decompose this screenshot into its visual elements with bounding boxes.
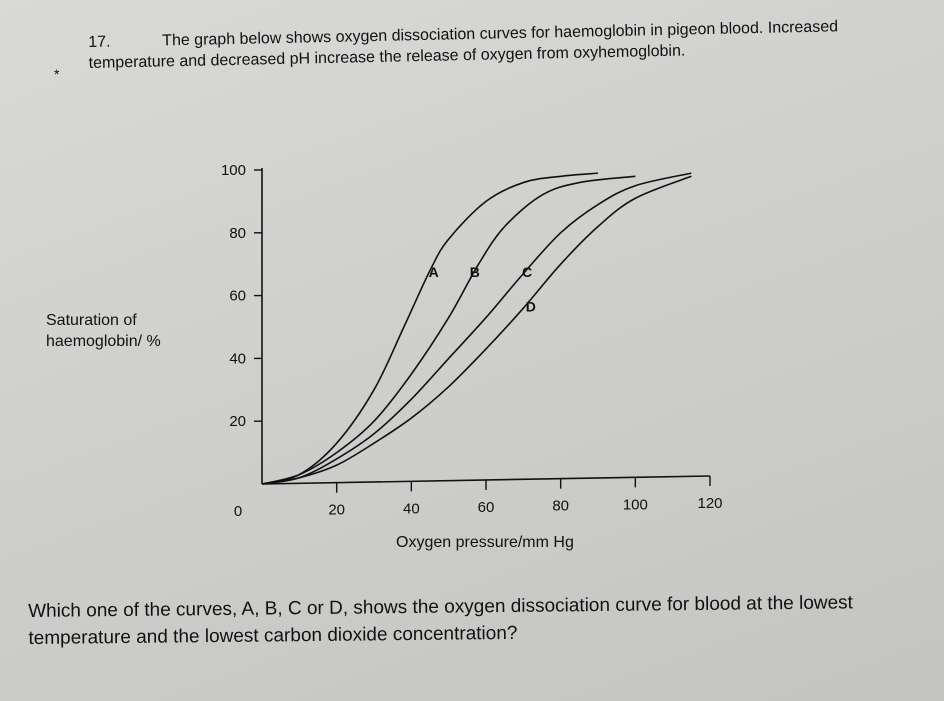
curve-label-B: B (470, 264, 480, 280)
x-tick-label-100: 100 (623, 496, 648, 513)
x-tick-label-120: 120 (697, 495, 722, 512)
x-tick-label-60: 60 (478, 499, 495, 516)
question-prompt: Which one of the curves, A, B, C or D, s… (28, 592, 854, 649)
curve-A (261, 172, 599, 485)
y-tick-label-40: 40 (229, 350, 246, 367)
y-tick-label-60: 60 (229, 288, 246, 305)
y-axis-label: Saturation of haemoglobin/ % (46, 310, 161, 352)
chart-curve-labels: A B C D (429, 264, 536, 315)
bullet-mark: * (54, 66, 60, 82)
x-tick-label-0: 0 (234, 503, 242, 520)
y-tick-label-20: 20 (229, 413, 246, 430)
curve-C (261, 172, 692, 485)
chart-curves (261, 172, 692, 485)
x-tick-label-20: 20 (328, 502, 345, 519)
x-tick-label-40: 40 (403, 500, 420, 517)
curve-B (261, 175, 636, 485)
curve-label-C: C (522, 264, 532, 280)
chart-axes: 0 20 40 60 80 100 120 20 40 60 80 100 (221, 162, 723, 520)
curve-label-D: D (526, 298, 536, 314)
y-tick-label-100: 100 (221, 162, 246, 179)
x-axis-label: Oxygen pressure/mm Hg (396, 534, 574, 551)
y-axis-label-line1: Saturation of (46, 312, 137, 329)
x-tick-label-80: 80 (552, 498, 569, 515)
y-axis-label-line2: haemoglobin/ % (46, 333, 161, 350)
curve-label-A: A (429, 264, 439, 280)
curve-D (261, 175, 692, 485)
y-tick-label-80: 80 (229, 225, 246, 242)
